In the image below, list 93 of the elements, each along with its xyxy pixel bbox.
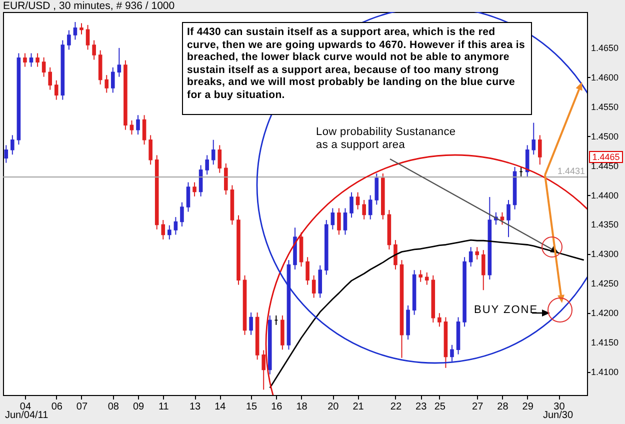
candlestick [337,208,341,236]
candlestick [249,312,253,336]
y-tick-label: 1.4500 [591,131,619,142]
y-tick-label: 1.4600 [591,72,619,82]
y-tick-label: 1.4550 [591,102,619,112]
candlestick [330,208,335,230]
y-tick-label: 1.4100 [591,367,619,378]
y-tick-label: 1.4300 [591,249,619,260]
candlestick [110,66,115,94]
text: 1.4465 [589,151,623,163]
x-tick-label: 25 [434,402,446,412]
candlestick [48,66,52,90]
candlestick [36,52,40,68]
candlestick [10,134,14,156]
candlestick [374,172,379,206]
y-tick-label: 1.4350 [591,220,619,230]
candlestick [42,56,46,78]
annotation: Low probability Sustanance as a support area [316,126,456,152]
text: Jun/30 [543,410,574,421]
candlestick [67,30,71,50]
candlestick [54,80,58,100]
x-tick-label: 23 [416,402,428,412]
candlestick [350,192,354,218]
x-tick-label: 21 [352,402,364,412]
x-tick-label: 16 [271,402,283,412]
candlestick [481,250,486,291]
candlestick [142,114,146,146]
y-tick-label: 1.4650 [591,42,619,53]
candlestick [192,182,196,197]
candlestick [368,194,372,220]
x-tick-label: 08 [108,402,120,412]
candlestick [161,220,166,240]
candlestick [418,270,422,282]
candlestick [205,154,209,176]
candlestick [500,212,504,226]
y-tick-label: 1.4250 [591,278,619,289]
annotation: BUY ZONE [474,304,540,316]
candlestick [80,22,84,35]
x-tick-label: 06 [51,402,63,412]
candlestick [136,114,140,136]
candlestick [29,52,34,68]
x-tick-label: 29 [522,402,534,412]
candlestick [180,202,184,227]
candlestick [23,52,27,68]
candlestick [394,240,398,270]
x-tick-label: 11 [158,402,170,412]
candlestick [92,40,96,60]
candlestick [148,134,152,166]
candlestick [356,192,360,210]
x-tick-label: 27 [472,402,484,412]
candlestick [104,74,109,94]
annotation: If 4430 can sustain itself as a support area, which is the red curve, then we are going upwards to 4670. However if this area is breached, the lower black curve would not be able to anymore sustain itself as a support area, because of too many strong breaks, and we will most probably be landing on the blue curve for a buy situation. [182,22,532,115]
chart-title: EUR/USD , 30 minutes, # 936 / 1000 [3,0,175,12]
candlestick [117,47,122,78]
candlestick [450,344,454,362]
text: Jun/04/11 [5,410,48,421]
candlestick [312,274,316,298]
x-tick-label: 28 [497,402,509,412]
candlestick [86,24,90,50]
candlestick [4,144,8,164]
y-tick-label: 1.4400 [591,190,619,200]
candlestick [318,264,322,298]
x-tick-label: 14 [214,402,226,412]
x-tick-label: 20 [328,402,340,412]
candlestick [130,120,134,136]
candlestick [468,246,473,268]
candlestick [306,256,310,286]
candlestick [532,122,536,156]
candlestick [506,199,510,238]
x-tick-label: 18 [296,402,308,412]
y-tick-label: 1.4200 [591,308,619,318]
candlestick [186,182,190,212]
x-tick-label: 22 [390,402,402,412]
candlestick [218,144,222,174]
y-tick-label: 1.4450 [591,160,619,171]
candlestick [343,208,348,236]
candlestick [475,246,480,260]
candlestick [174,216,178,236]
x-tick-label: 13 [189,402,202,412]
x-tick-label: 09 [132,402,145,412]
ref-line-label: 1.4431 [557,166,585,176]
candlestick [538,134,542,166]
candlestick [211,139,216,166]
x-tick-label: 07 [76,402,88,412]
candlestick [168,224,172,240]
candlestick [438,312,442,328]
candlestick [224,162,228,196]
candlestick [424,272,429,286]
candlestick [262,350,266,390]
candlestick [73,22,78,40]
y-tick-label: 1.4150 [591,338,619,348]
x-tick-label: 15 [246,402,258,412]
candlestick [362,199,366,220]
